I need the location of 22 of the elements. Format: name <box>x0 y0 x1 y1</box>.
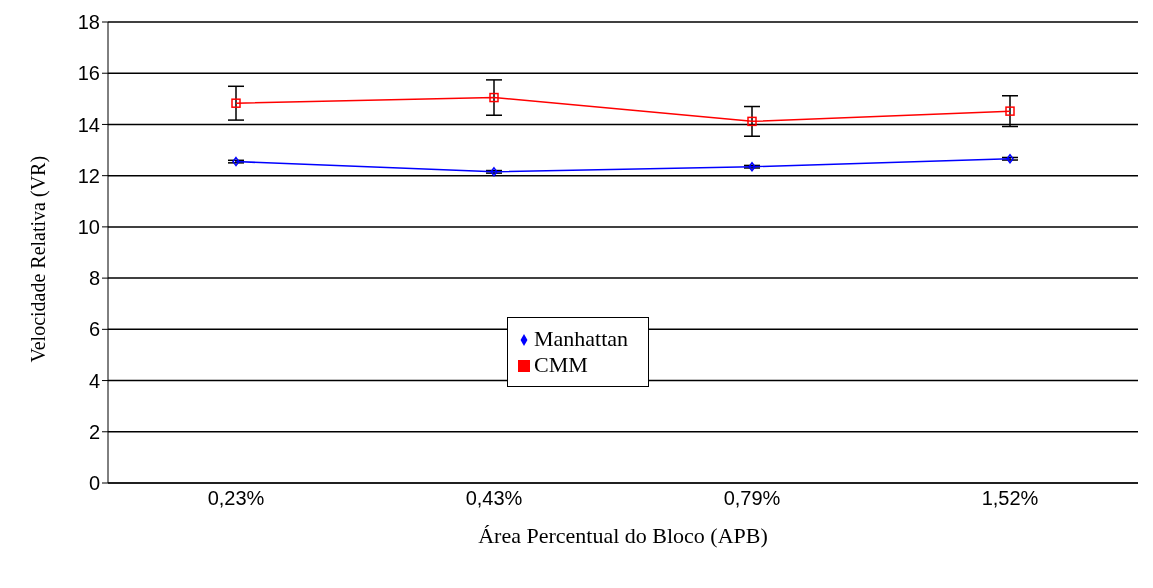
y-tick-label: 2 <box>88 420 100 443</box>
x-axis-title: Área Percentual do Bloco (APB) <box>478 523 768 548</box>
y-tick-label: 14 <box>77 113 100 136</box>
point <box>489 92 499 103</box>
point <box>231 98 241 108</box>
y-tick-label: 6 <box>88 318 100 341</box>
legend-label: CMM <box>533 351 588 377</box>
y-tick-label: 12 <box>77 164 100 187</box>
y-axis-title: Velocidade Relativa (VR) <box>27 155 51 363</box>
y-tick-label: 0 <box>88 472 100 495</box>
y-tick-label: 10 <box>77 215 100 238</box>
y-tick-label: 4 <box>88 369 100 392</box>
y-tick-label: 8 <box>88 267 100 290</box>
x-tick-label: 1,52% <box>981 487 1039 510</box>
x-tick-label: 0,23% <box>207 487 265 510</box>
y-tick-label: 16 <box>77 62 100 85</box>
x-tick-label: 0,79% <box>723 487 781 510</box>
x-tick-label: 0,43% <box>465 487 523 510</box>
point <box>747 116 757 127</box>
point <box>1005 106 1015 116</box>
y-tick-label: 18 <box>77 11 100 34</box>
legend-label: Manhattan <box>533 325 629 351</box>
